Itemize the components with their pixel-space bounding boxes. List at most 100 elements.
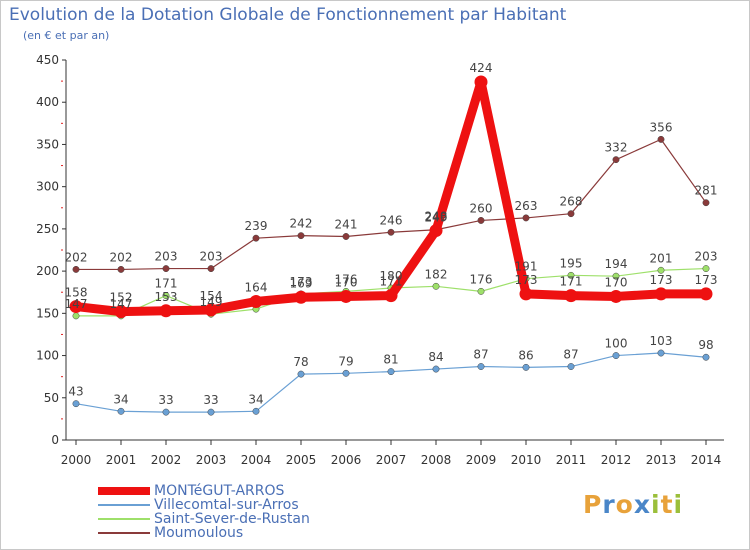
data-label: 239	[245, 219, 268, 233]
data-label: 170	[335, 275, 358, 289]
data-point	[249, 295, 263, 309]
data-label: 182	[425, 267, 448, 281]
data-label: 33	[203, 393, 218, 407]
data-label: 180	[380, 269, 403, 283]
data-label: 268	[560, 195, 583, 209]
data-label: 34	[113, 392, 128, 406]
data-point	[432, 365, 440, 373]
data-point	[207, 265, 215, 273]
data-label: 158	[65, 286, 88, 300]
x-tick-label: 2010	[511, 453, 542, 467]
data-label: 171	[155, 277, 178, 291]
y-tick-label: 100	[36, 349, 59, 363]
data-label: 78	[293, 355, 308, 369]
y-tick-label: 150	[36, 306, 59, 320]
data-point	[609, 289, 623, 303]
data-label: 203	[200, 250, 223, 264]
data-point	[612, 272, 620, 280]
y-tick-label: 300	[36, 180, 59, 194]
data-label: 147	[110, 297, 133, 311]
data-point	[387, 228, 395, 236]
data-point	[657, 135, 665, 143]
data-label: 246	[380, 213, 403, 227]
data-label: 281	[695, 184, 718, 198]
data-label: 153	[155, 290, 178, 304]
data-label: 87	[473, 348, 488, 362]
data-point	[297, 370, 305, 378]
logo-letter: o	[615, 490, 634, 519]
data-point	[69, 300, 83, 314]
data-point	[162, 292, 170, 300]
data-point	[162, 408, 170, 416]
x-tick-label: 2001	[106, 453, 137, 467]
data-point	[117, 407, 125, 415]
data-point	[252, 407, 260, 415]
x-tick-label: 2012	[601, 453, 632, 467]
data-label: 169	[290, 276, 313, 290]
data-point	[159, 304, 173, 318]
data-point	[72, 265, 80, 273]
data-label: 33	[158, 393, 173, 407]
y-tick-label: 450	[36, 53, 59, 67]
x-tick-label: 2011	[556, 453, 587, 467]
chart-subtitle: (en € et par an)	[23, 29, 110, 42]
data-label: 249	[425, 211, 448, 225]
data-label: 241	[335, 217, 358, 231]
data-label: 98	[698, 338, 713, 352]
data-label: 79	[338, 354, 353, 368]
y-tick-label: 350	[36, 137, 59, 151]
data-point	[477, 363, 485, 370]
data-label: 202	[65, 250, 88, 264]
data-label: 100	[605, 337, 628, 351]
y-tick-label: 400	[36, 95, 59, 109]
legend-label: Saint-Sever-de-Rustan	[154, 511, 310, 527]
data-point	[477, 216, 485, 224]
data-point	[564, 289, 578, 303]
data-point	[657, 266, 665, 274]
proxiti-logo: Proxiti	[583, 490, 683, 519]
data-point	[342, 233, 350, 240]
data-point	[657, 349, 665, 357]
data-point	[474, 75, 488, 89]
data-point	[252, 234, 260, 242]
data-label: 84	[428, 350, 443, 364]
data-point	[519, 287, 533, 301]
logo-letter: r	[602, 490, 616, 519]
data-label: 171	[560, 275, 583, 289]
data-point	[429, 224, 443, 238]
data-point	[162, 265, 170, 273]
data-point	[294, 290, 308, 304]
x-tick-label: 2014	[691, 453, 722, 467]
data-label: 332	[605, 141, 628, 155]
data-point	[567, 210, 575, 218]
data-label: 43	[68, 385, 83, 399]
data-point	[477, 287, 485, 295]
chart-title: Evolution de la Dotation Globale de Fonc…	[9, 5, 567, 25]
data-point	[387, 368, 395, 376]
data-point	[612, 352, 620, 360]
data-label: 173	[515, 273, 538, 287]
x-tick-label: 2002	[151, 453, 182, 467]
data-point	[702, 199, 710, 207]
data-label: 149	[200, 295, 223, 309]
y-tick-label: 0	[51, 433, 59, 447]
data-label: 191	[515, 260, 538, 274]
data-point	[339, 289, 353, 303]
legend-label: MONTéGUT-ARROS	[154, 483, 285, 499]
x-tick-label: 2006	[331, 453, 362, 467]
data-point	[114, 305, 128, 319]
x-tick-label: 2005	[286, 453, 317, 467]
data-label: 176	[470, 272, 493, 286]
x-tick-label: 2007	[376, 453, 407, 467]
data-label: 248	[425, 210, 448, 224]
data-label: 176	[335, 272, 358, 286]
data-point	[699, 287, 713, 301]
data-point	[117, 265, 125, 273]
data-label: 81	[383, 353, 398, 367]
data-label: 203	[155, 250, 178, 264]
data-label: 87	[563, 348, 578, 362]
data-label: 202	[110, 250, 133, 264]
legend-label: Villecomtal-sur-Arros	[154, 497, 299, 513]
data-label: 154	[200, 289, 223, 303]
